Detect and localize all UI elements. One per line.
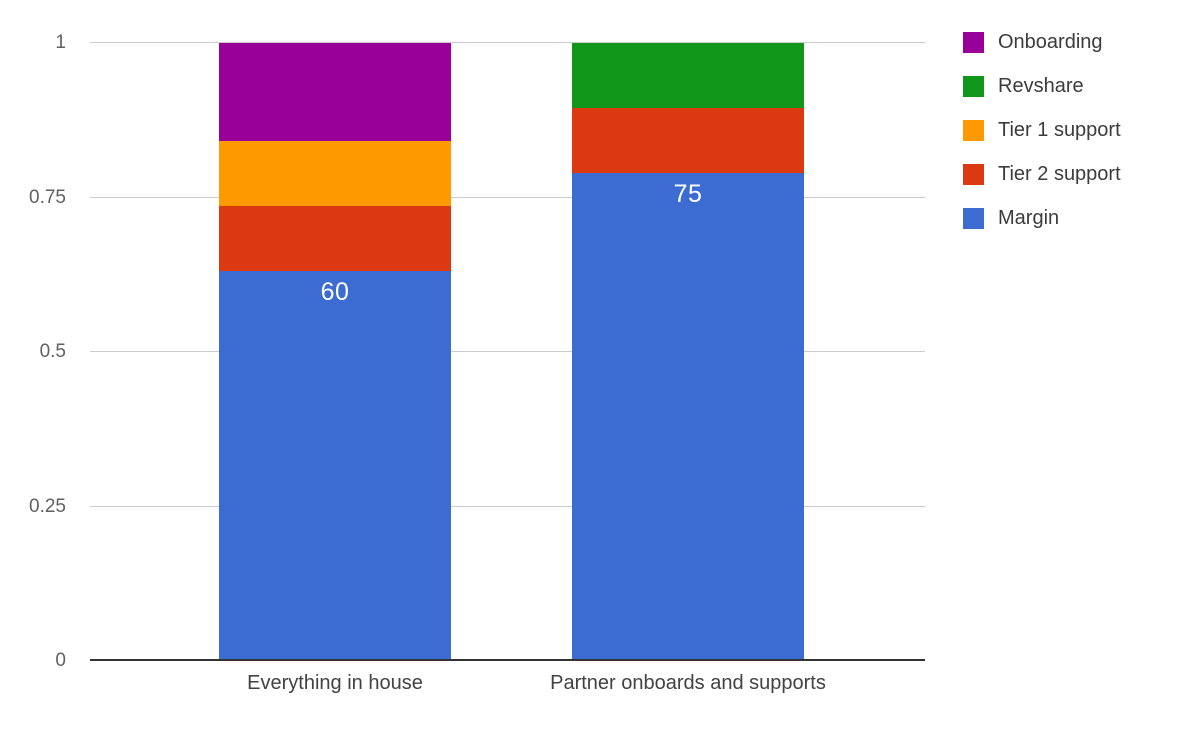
- gridline: [90, 505, 925, 507]
- x-axis-baseline: [90, 659, 925, 661]
- legend-swatch: [963, 163, 984, 185]
- bar-segment-tier-1-support[interactable]: [219, 140, 451, 206]
- y-axis-tick-label: 0.5: [39, 341, 66, 362]
- legend-item-margin[interactable]: Margin: [963, 206, 1121, 230]
- legend-label: Tier 2 support: [998, 162, 1121, 185]
- y-axis-tick-label: 0.75: [29, 186, 66, 208]
- legend-item-tier-2-support[interactable]: Tier 2 support: [963, 162, 1121, 186]
- bar-segment-onboarding[interactable]: [219, 43, 451, 141]
- legend-item-revshare[interactable]: Revshare: [963, 74, 1121, 98]
- bar-2: 75: [572, 43, 804, 661]
- legend-label: Tier 1 support: [998, 118, 1121, 141]
- bar-segment-revshare[interactable]: [572, 43, 804, 109]
- legend-swatch: [963, 119, 984, 141]
- bar-value-label: 60: [320, 277, 350, 306]
- x-axis-category-labels: Everything in house Partner onboards and …: [90, 671, 925, 701]
- y-axis-tick-labels: 0 0.25 0.5 0.75 1: [0, 32, 78, 671]
- y-axis-tick-label: 1: [55, 32, 66, 53]
- bar-segment-margin[interactable]: 60: [219, 270, 451, 661]
- bar-value-label: 75: [673, 180, 703, 209]
- gridline: [90, 42, 925, 43]
- y-axis-tick-label: 0.25: [29, 495, 66, 517]
- y-axis-tick-label: 0: [55, 650, 66, 671]
- legend-label: Onboarding: [998, 30, 1103, 53]
- bar-segment-margin[interactable]: 75: [572, 173, 804, 661]
- bar-1: 60: [219, 43, 451, 661]
- legend-item-tier-1-support[interactable]: Tier 1 support: [963, 118, 1121, 142]
- legend-swatch: [963, 75, 984, 97]
- bar-segment-tier-2-support[interactable]: [219, 205, 451, 271]
- x-axis-category-label: Partner onboards and supports: [550, 672, 826, 694]
- plot-area: 60 75: [90, 42, 925, 661]
- x-axis-category-label: Everything in house: [247, 672, 423, 694]
- legend-swatch: [963, 31, 984, 53]
- legend-label: Revshare: [998, 74, 1084, 97]
- legend: Onboarding Revshare Tier 1 support Tier 2 s…: [963, 30, 1121, 250]
- bar-segment-tier-2-support[interactable]: [572, 108, 804, 174]
- legend-label: Margin: [998, 206, 1060, 229]
- legend-swatch: [963, 207, 984, 229]
- legend-item-onboarding[interactable]: Onboarding: [963, 30, 1121, 54]
- gridline: [90, 196, 925, 198]
- gridline: [90, 351, 925, 352]
